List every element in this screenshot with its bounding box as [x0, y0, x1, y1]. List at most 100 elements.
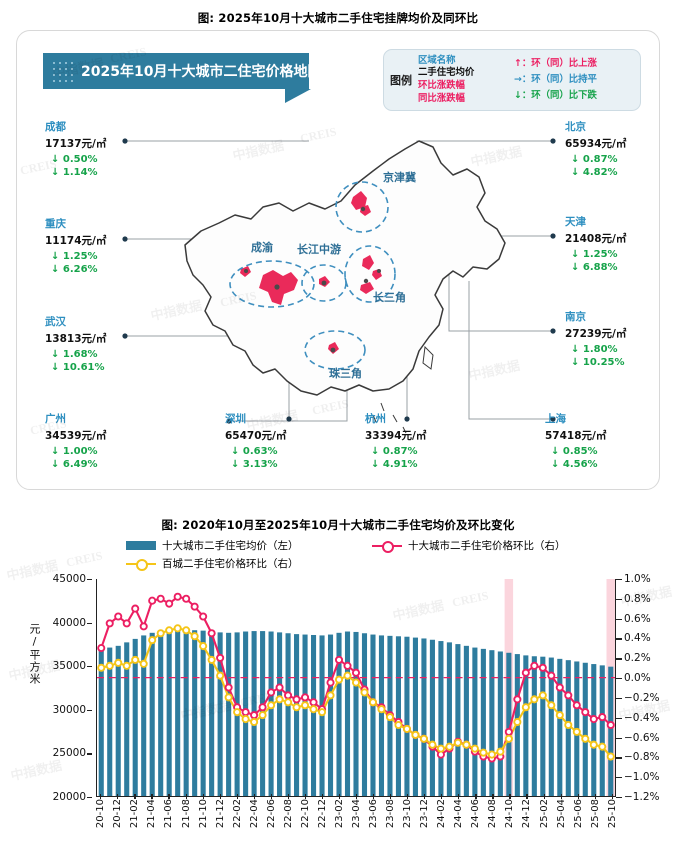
- city-yoy-change: ↓ 1.14%: [51, 166, 98, 178]
- x-tick-mark: [151, 794, 153, 799]
- y-tick-right: 0.4%: [624, 632, 651, 645]
- y-tick-mark-right: [616, 737, 622, 739]
- x-tick-mark: [560, 794, 562, 799]
- pink-line-marker-icon: [372, 540, 402, 553]
- city-mom-change: ↓ 1.25%: [571, 249, 618, 260]
- x-tick-label: 25-08: [589, 799, 601, 829]
- map-legend: 图例 区域名称 二手住宅均价 环比涨跌幅 同比涨跌幅 ↑：环（同）比上涨 →：环…: [383, 49, 641, 111]
- city-yoy-change: ↓ 10.61%: [51, 361, 105, 373]
- city-price: 65470元/㎡: [225, 430, 287, 442]
- x-tick-label: 23-10: [402, 799, 414, 829]
- bar-swatch-icon: [126, 541, 156, 550]
- x-tick-label: 22-04: [248, 799, 260, 829]
- price-map-card: 2025年10月十大城市二住宅价格地图 图例 区域名称 二手住宅均价 环比涨跌幅…: [16, 30, 660, 490]
- x-tick-label: 22-12: [316, 799, 328, 829]
- city-block-hangzhou: 杭州 33394元/㎡ ↓ 0.87% ↓ 4.91%: [365, 411, 485, 470]
- city-name: 深圳: [225, 413, 246, 425]
- x-tick-mark: [526, 794, 528, 799]
- x-tick-label: 23-08: [385, 799, 397, 829]
- legend-item-pink-line: 十大城市二手住宅价格环比（右）: [372, 538, 566, 553]
- y-tick-mark-right: [616, 697, 622, 700]
- x-tick-label: 23-02: [333, 799, 345, 829]
- x-tick-mark: [321, 794, 324, 799]
- y-tick-mark-right: [616, 638, 622, 640]
- x-tick-mark: [100, 794, 102, 799]
- y-axis-left-ticks: 20000 25000 30000 35000 40000 45000: [0, 573, 92, 803]
- legend-key-list: 区域名称 二手住宅均价 环比涨跌幅 同比涨跌幅: [418, 55, 510, 105]
- city-price: 11174元/㎡: [45, 235, 107, 247]
- y-tick-right: −0.4%: [624, 711, 660, 724]
- city-price: 13813元/㎡: [45, 333, 107, 345]
- city-block-beijing: 北京 65934元/㎡ ↓ 0.87% ↓ 4.82%: [565, 119, 676, 178]
- x-tick-mark: [543, 794, 545, 799]
- x-tick-label: 24-04: [453, 799, 465, 829]
- y-tick-mark-right: [616, 717, 622, 720]
- y-tick-right: 1.0%: [624, 573, 651, 585]
- x-tick-label: 20-12: [112, 799, 124, 829]
- x-tick-mark: [441, 794, 443, 799]
- y-tick-mark-right: [616, 658, 622, 660]
- city-yoy-change: ↓ 10.25%: [571, 356, 625, 368]
- legend-label: 图例: [390, 73, 412, 87]
- y-tick-mark-left: [87, 579, 92, 581]
- city-mom-change: ↓ 0.85%: [551, 446, 598, 457]
- y-tick-mark-right: [616, 598, 622, 601]
- banner-dot-pattern: [51, 60, 77, 82]
- city-yoy-change: ↓ 6.88%: [571, 261, 618, 273]
- city-mom-change: ↓ 0.50%: [51, 154, 98, 165]
- x-tick-label: 24-06: [470, 799, 482, 829]
- plot-svg: [97, 579, 615, 796]
- legend-arrow-down: ↓：环（同）比下跌: [514, 90, 597, 101]
- city-name: 武汉: [45, 316, 66, 328]
- city-name: 北京: [565, 121, 586, 133]
- map-banner-title: 2025年10月十大城市二住宅价格地图: [81, 64, 322, 80]
- x-tick-mark: [458, 794, 460, 799]
- city-price: 34539元/㎡: [45, 430, 107, 442]
- x-axis-ticks: 20-10 20-12 21-02 21-04 21-06 21-08 21-10 21-12…: [95, 794, 618, 851]
- y-tick-mark-right: [616, 757, 622, 759]
- x-tick-mark: [594, 794, 596, 799]
- y-tick-right: −0.8%: [624, 751, 660, 764]
- city-mom-change: ↓ 1.68%: [51, 349, 98, 360]
- x-tick-label: 23-04: [351, 799, 362, 829]
- city-yoy-change: ↓ 4.91%: [371, 458, 418, 470]
- y-tick-right: 0.8%: [624, 592, 651, 605]
- legend-arrow-up: ↑：环（同）比上涨: [514, 58, 597, 69]
- x-tick-mark: [134, 794, 136, 799]
- city-name: 天津: [565, 216, 586, 228]
- city-price: 27239元/㎡: [565, 328, 627, 340]
- y-tick-left: 45000: [52, 573, 86, 585]
- y-tick-left: 20000: [52, 791, 86, 803]
- x-tick-mark: [270, 794, 272, 799]
- city-price: 65934元/㎡: [565, 138, 627, 150]
- city-yoy-change: ↓ 6.26%: [51, 263, 98, 275]
- x-tick-mark: [475, 794, 477, 799]
- legend-arrow-flat: →：环（同）比持平: [514, 74, 597, 85]
- y-tick-right: −0.2%: [624, 691, 660, 704]
- x-tick-mark: [338, 794, 341, 799]
- city-name: 南京: [565, 311, 586, 323]
- city-block-chengdu: 成都 17137元/㎡ ↓ 0.50% ↓ 1.14%: [45, 119, 165, 178]
- y-tick-mark-right: [616, 618, 622, 620]
- region-label-yangtze: 长三角: [373, 290, 406, 304]
- region-label-jingjinji: 京津冀: [383, 170, 416, 184]
- legend-key-mom: 环比涨跌幅: [418, 80, 465, 91]
- city-price: 17137元/㎡: [45, 138, 107, 150]
- x-tick-label: 23-12: [419, 799, 431, 829]
- legend-label: 百城二手住宅价格环比（右）: [162, 558, 299, 570]
- y-tick-mark-right: [616, 579, 622, 581]
- x-tick-label: 25-10: [606, 799, 618, 829]
- x-tick-label: 24-02: [436, 799, 448, 829]
- x-tick-mark: [253, 794, 255, 799]
- x-tick-mark: [117, 794, 119, 799]
- x-tick-mark: [356, 794, 358, 799]
- map-banner: 2025年10月十大城市二住宅价格地图: [43, 53, 321, 103]
- legend-arrow-list: ↑：环（同）比上涨 →：环（同）比持平 ↓：环（同）比下跌: [510, 56, 640, 104]
- y-tick-mark-left: [87, 797, 92, 799]
- x-tick-label: 22-08: [282, 799, 294, 829]
- x-tick-mark: [424, 794, 426, 799]
- x-tick-label: 25-04: [555, 799, 567, 829]
- x-tick-label: 22-06: [265, 799, 277, 829]
- y-tick-right: 0.6%: [624, 612, 651, 625]
- y-tick-right: −1.0%: [624, 771, 660, 784]
